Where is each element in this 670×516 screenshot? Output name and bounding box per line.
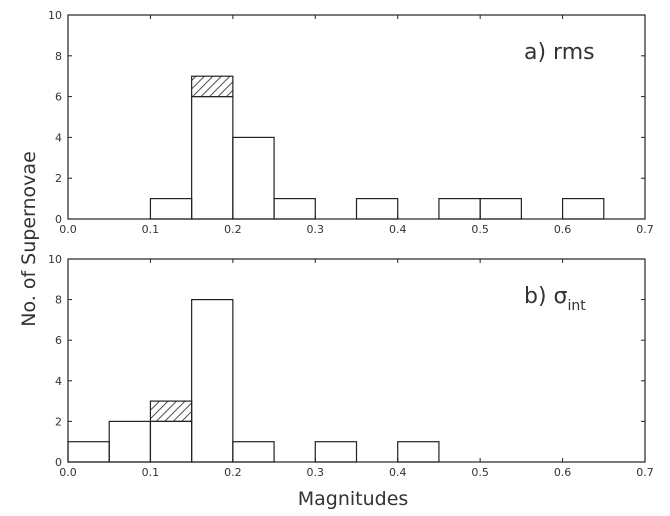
- x-tick-label: 0.1: [142, 223, 160, 236]
- y-tick-label: 8: [55, 50, 62, 63]
- y-tick-label: 2: [55, 172, 62, 185]
- histogram-bar: [67, 441, 110, 463]
- histogram-bar: [273, 198, 316, 220]
- histogram-bar: [191, 95, 234, 220]
- x-tick-label: 0.7: [636, 223, 654, 236]
- histogram-bar: [479, 198, 522, 220]
- x-tick-label: 0.0: [59, 466, 77, 479]
- panel-a-rms: 0.0 0.1 0.2 0.3 0.4 0.5 0.6 0.7 0 2 4 6 8 10 a) rms: [48, 9, 654, 236]
- y-tick-label: 8: [55, 294, 62, 307]
- histogram-bar: [108, 420, 152, 463]
- y-tick-label: 4: [55, 375, 62, 388]
- x-tick-label: 0.7: [636, 466, 654, 479]
- y-tick-label: 2: [55, 415, 62, 428]
- x-tick-label: 0.0: [59, 223, 77, 236]
- y-axis-label: No. of Supernovae: [18, 151, 40, 327]
- histogram-bar: [561, 198, 605, 220]
- x-tick-label: 0.6: [554, 466, 572, 479]
- histogram-bar: [314, 441, 358, 463]
- panel-label: b) σint: [524, 284, 586, 314]
- x-tick-label: 0.5: [471, 466, 489, 479]
- x-tick-label: 0.3: [307, 223, 325, 236]
- x-tick-label: 0.4: [389, 466, 407, 479]
- y-tick-label: 6: [55, 334, 62, 347]
- x-tick-label: 0.5: [471, 223, 489, 236]
- y-tick-label: 10: [48, 253, 62, 266]
- x-tick-label: 0.2: [224, 466, 242, 479]
- histogram-bar: [149, 198, 193, 220]
- x-tick-label: 0.4: [389, 223, 407, 236]
- histogram-bar: [397, 441, 440, 463]
- plot-frame: [67, 258, 646, 463]
- y-tick-label: 10: [48, 9, 62, 22]
- histogram-bar: [191, 299, 234, 463]
- x-axis-label: Magnitudes: [298, 488, 409, 510]
- histogram-bar: [232, 441, 275, 463]
- histogram-bar: [149, 420, 193, 463]
- x-tick-label: 0.2: [224, 223, 242, 236]
- plot-frame: [67, 14, 646, 220]
- histogram-bar: [438, 198, 481, 220]
- histogram-bar: [232, 136, 275, 220]
- x-tick-label: 0.3: [307, 466, 325, 479]
- y-tick-label: 6: [55, 91, 62, 104]
- hatched-bar-segment: [191, 75, 234, 98]
- x-tick-label: 0.1: [142, 466, 160, 479]
- histogram-bar: [355, 198, 399, 220]
- x-tick-label: 0.6: [554, 223, 572, 236]
- panel-b-sigma-int: 0.0 0.1 0.2 0.3 0.4 0.5 0.6 0.7 0 2 4 6 8 10 b) σint: [48, 253, 654, 479]
- hatched-bar-segment: [149, 400, 193, 423]
- panel-label: a) rms: [524, 40, 595, 65]
- y-tick-label: 0: [55, 456, 62, 469]
- y-tick-label: 4: [55, 131, 62, 144]
- y-tick-label: 0: [55, 213, 62, 226]
